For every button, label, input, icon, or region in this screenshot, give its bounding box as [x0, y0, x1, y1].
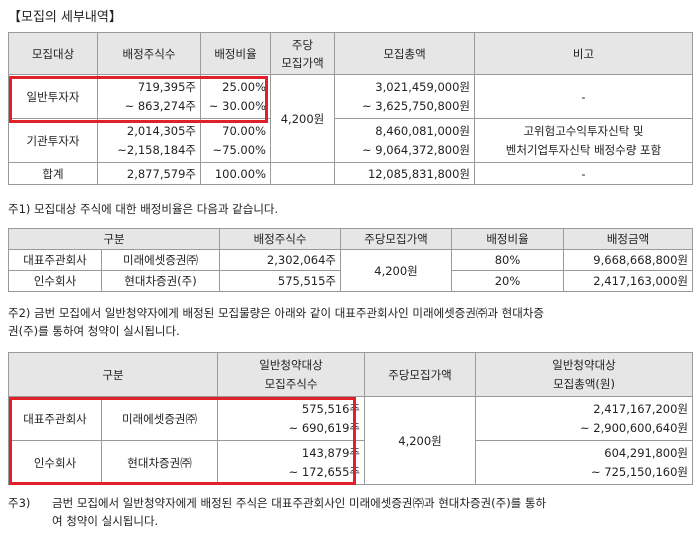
row-role: 인수회사 [8, 270, 102, 292]
row-shares: 575,515주 [219, 270, 342, 292]
header-price: 주당모집가액 [364, 352, 477, 397]
row-amount: 9,668,668,800원 [563, 249, 694, 271]
row-firm: 현대차증권㈜ [100, 440, 219, 485]
row-shares: 2,302,064주 [219, 249, 342, 271]
row-role: 대표주관회사 [8, 249, 102, 271]
row-role: 대표주관회사 [8, 396, 102, 441]
row-firm: 현대차증권(주) [100, 270, 221, 292]
price-cell: 4,200원 [270, 74, 335, 163]
header-ratio: 배정비율 [451, 228, 565, 250]
row-shares: 719,395주 ~ 863,274주 [97, 74, 201, 119]
footnote-3: 주3) 금번 모집에서 일반청약자에게 배정된 주식은 대표주관회사인 미래에셋… [8, 494, 692, 530]
header-price: 주당모집가액 [340, 228, 453, 250]
footnote-3-label: 주3) [8, 496, 31, 510]
footnote-3-text: 금번 모집에서 일반청약자에게 배정된 주식은 대표주관회사인 미래에셋증권㈜과… [52, 496, 547, 510]
row-ratio: 20% [451, 270, 565, 292]
total-price [270, 162, 335, 185]
header-amount: 배정금액 [563, 228, 694, 250]
row-shares: 2,014,305주 ~2,158,184주 [97, 118, 201, 163]
footnote-1: 주1) 모집대상 주식에 대한 배정비율은 다음과 같습니다. [8, 202, 279, 216]
table-row-total: 합계 2,877,579주 100.00% 12,085,831,800원 - [8, 162, 693, 185]
header-target: 모집대상 [8, 32, 98, 75]
table-row: 인수회사 현대차증권㈜ 143,879주 ~ 172,655주 604,291,8… [8, 440, 694, 485]
row-total: 604,291,800원 ~ 725,150,160원 [475, 440, 694, 485]
row-note: 고위험고수익투자신탁 및 벤처기업투자신탁 배정수량 포함 [474, 118, 693, 163]
row-firm: 미래에셋증권㈜ [100, 396, 219, 441]
row-total: 2,417,167,200원 ~ 2,900,600,640원 [475, 396, 694, 441]
footnote-3-text-cont: 여 청약이 실시됩니다. [52, 514, 159, 528]
row-total: 8,460,081,000원 ~ 9,064,372,800원 [334, 118, 475, 163]
header-ratio: 배정비율 [200, 32, 271, 75]
row-shares: 143,879주 ~ 172,655주 [217, 440, 366, 485]
total-ratio: 100.00% [200, 162, 271, 185]
table-row: 인수회사 현대차증권(주) 575,515주 20% 2,417,163,000… [8, 270, 694, 292]
header-shares: 배정주식수 [219, 228, 342, 250]
row-target: 기관투자자 [8, 118, 98, 163]
row-ratio: 25.00% ~ 30.00% [200, 74, 271, 119]
header-division: 구분 [7, 228, 221, 250]
total-note: - [474, 162, 693, 185]
row-role: 인수회사 [8, 440, 102, 485]
total-shares: 2,877,579주 [97, 162, 201, 185]
row-firm: 미래에셋증권㈜ [100, 249, 221, 271]
header-price: 주당 모집가액 [270, 32, 335, 75]
total-label: 합계 [8, 162, 98, 185]
table-row: 기관투자자 2,014,305주 ~2,158,184주 70.00% ~75.00… [8, 118, 693, 163]
row-note: - [474, 74, 693, 119]
price-cell: 4,200원 [364, 396, 477, 485]
price-cell: 4,200원 [340, 249, 453, 292]
row-target: 일반투자자 [8, 74, 98, 119]
section-title: 【모집의 세부내역】 [8, 10, 122, 25]
header-note: 비고 [474, 32, 693, 75]
footnote-2: 주2) 금번 모집에서 일반청약자에게 배정된 모집물량은 아래와 같이 대표주… [8, 306, 544, 338]
row-shares: 575,516주 ~ 690,619주 [217, 396, 366, 441]
total-amount: 12,085,831,800원 [334, 162, 475, 185]
row-ratio: 70.00% ~75.00% [200, 118, 271, 163]
table-row: 대표주관회사 미래에셋증권㈜ 575,516주 ~ 690,619주 4,200원… [8, 396, 694, 485]
row-amount: 2,417,163,000원 [563, 270, 694, 292]
table-row: 일반투자자 719,395주 ~ 863,274주 25.00% ~ 30.00% … [8, 74, 693, 163]
row-ratio: 80% [451, 249, 565, 271]
header-division: 구분 [7, 352, 219, 397]
offering-detail-table: 모집대상 배정주식수 배정비율 주당 모집가액 모집총액 비고 일반투자자 71… [8, 32, 693, 185]
header-total: 모집총액 [334, 32, 475, 75]
allocation-ratio-table: 구분 배정주식수 주당모집가액 배정비율 배정금액 대표주관회사 미래에셋증권㈜… [7, 228, 694, 292]
row-total: 3,021,459,000원 ~ 3,625,750,800원 [334, 74, 475, 119]
retail-subscription-table: 구분 일반청약대상 모집주식수 주당모집가액 일반청약대상 모집총액(원) 대표주관… [7, 352, 694, 485]
header-total: 일반청약대상 모집총액(원) [475, 352, 694, 397]
header-shares: 일반청약대상 모집주식수 [217, 352, 366, 397]
table-row: 대표주관회사 미래에셋증권㈜ 2,302,064주 4,200원 80% 9,6… [8, 249, 694, 292]
header-shares: 배정주식수 [97, 32, 201, 75]
